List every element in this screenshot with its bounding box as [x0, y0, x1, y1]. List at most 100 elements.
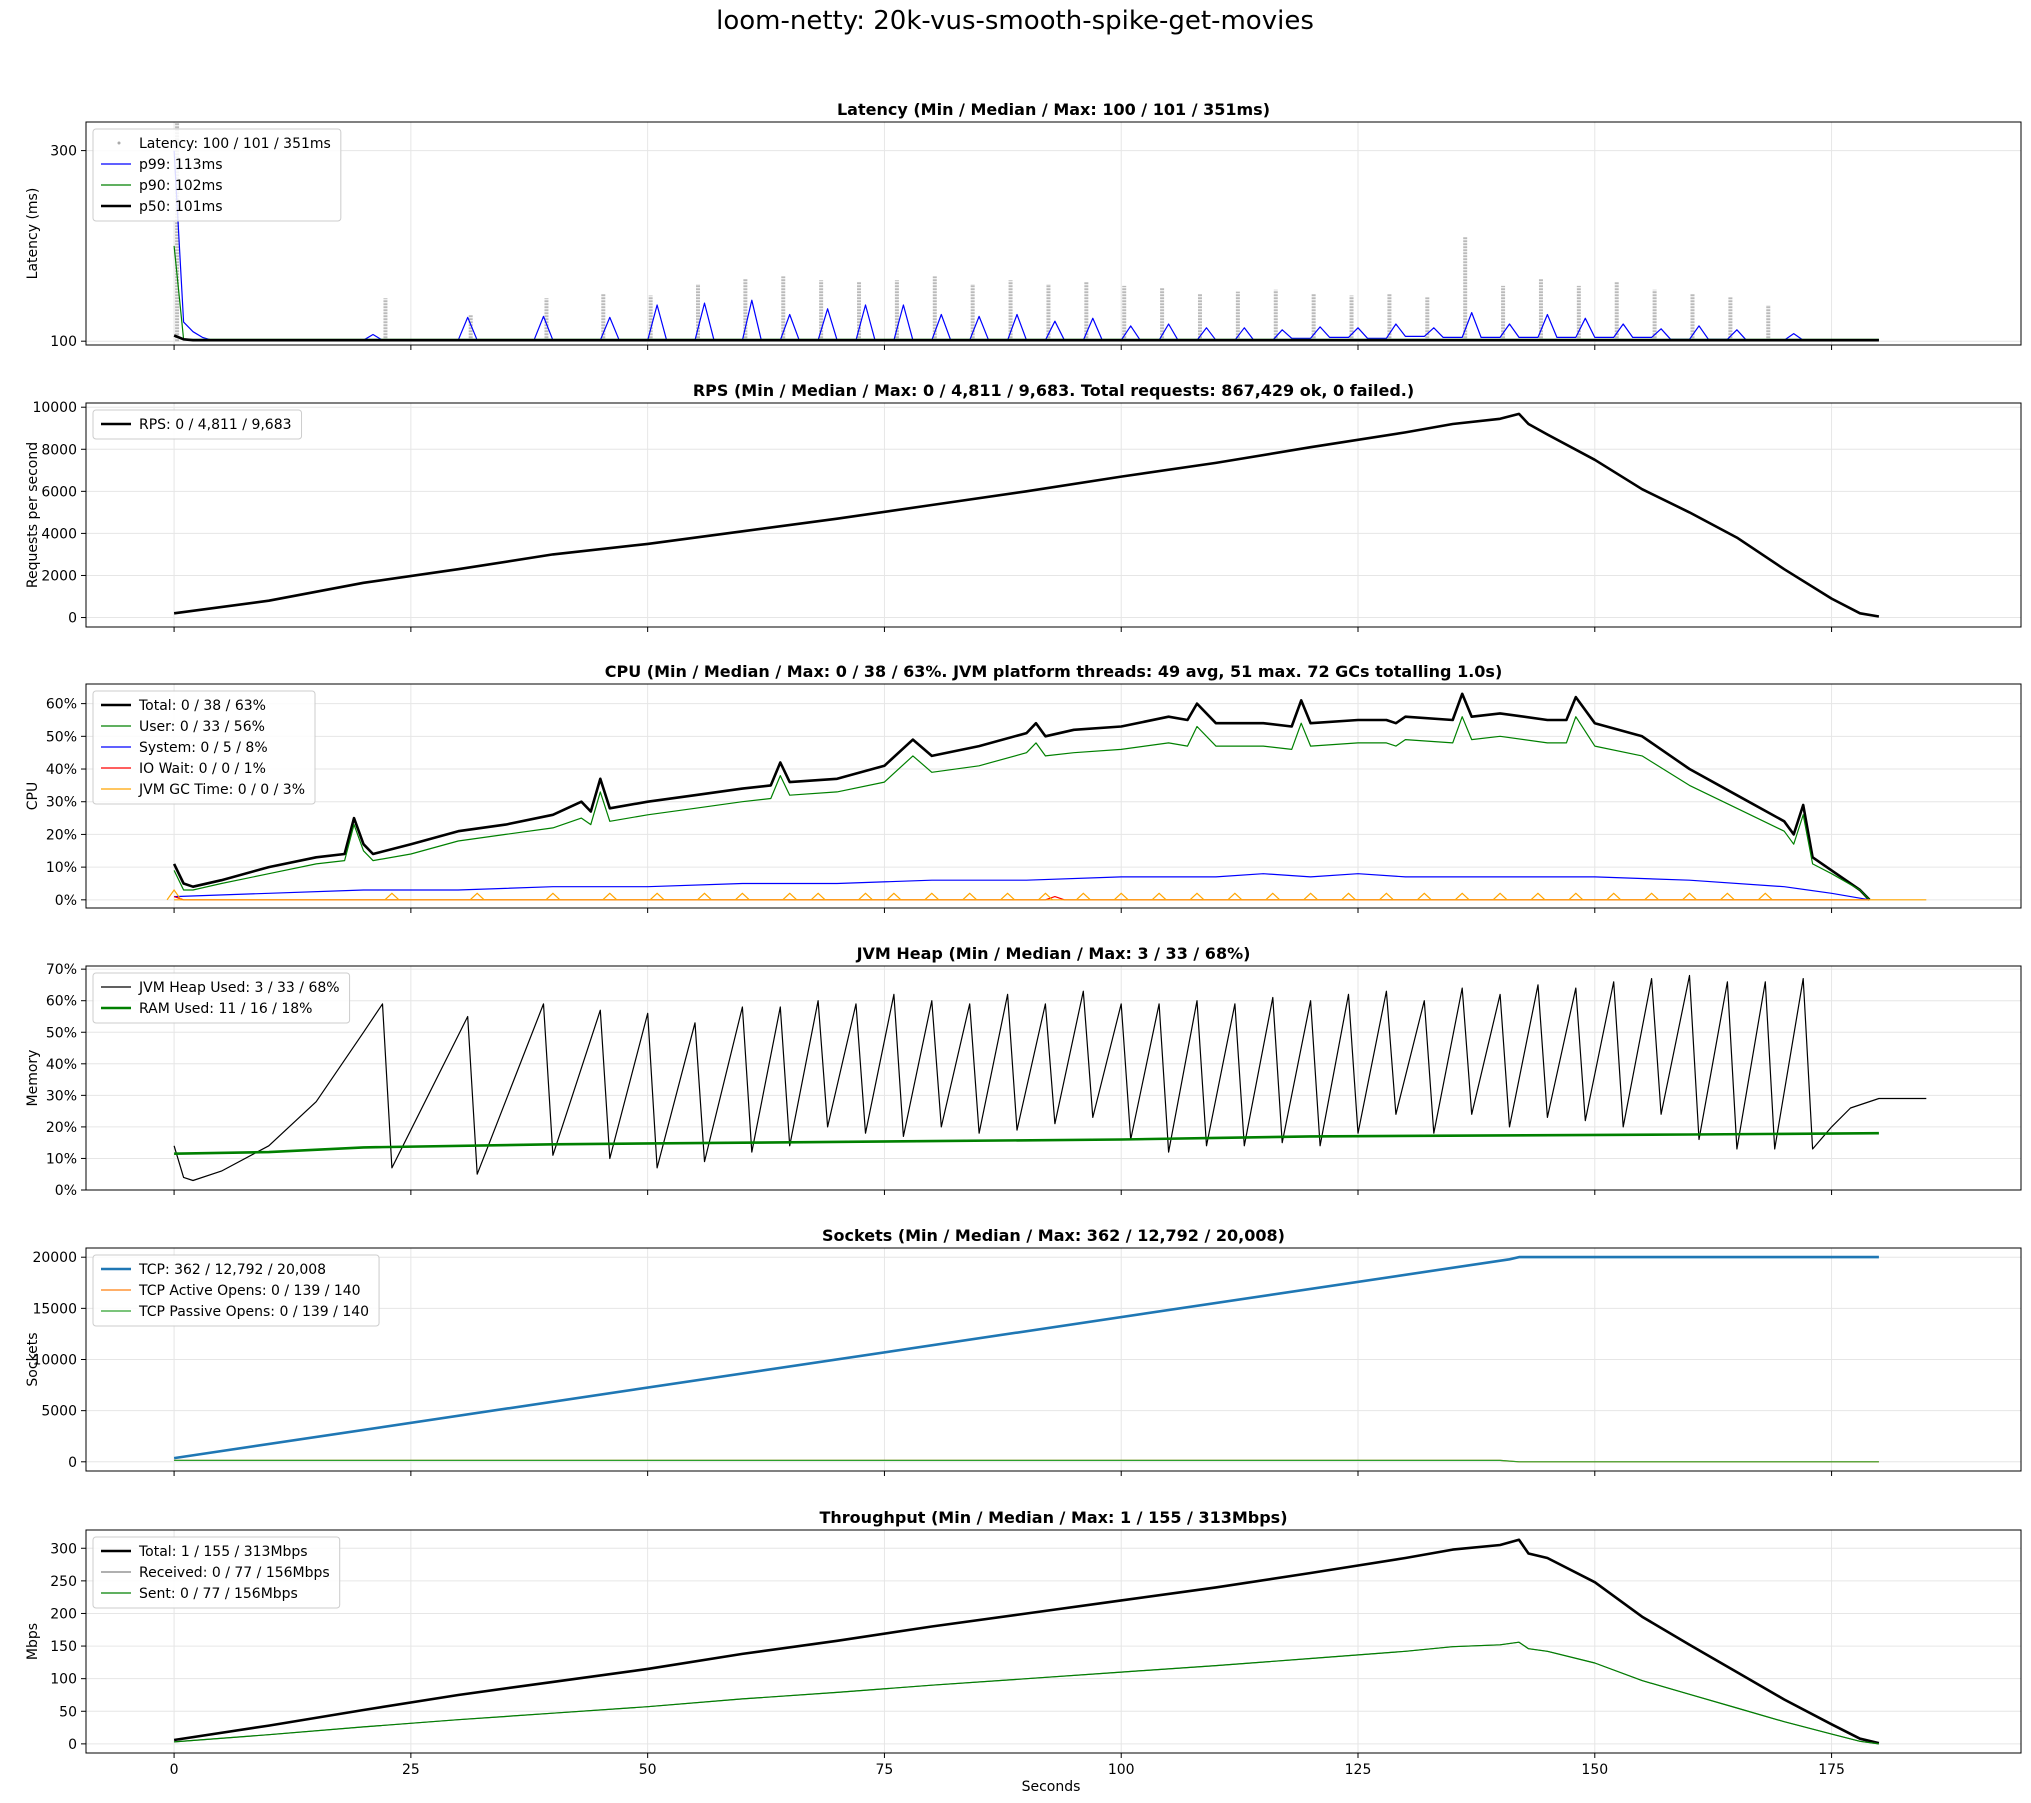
- panel-title-5: Throughput (Min / Median / Max: 1 / 155 …: [819, 1508, 1287, 1527]
- panel-title-1: RPS (Min / Median / Max: 0 / 4,811 / 9,6…: [693, 381, 1414, 400]
- legend-3: JVM Heap Used: 3 / 33 / 68% RAM Used: 11 …: [92, 972, 351, 1024]
- x-tick-label-1: 25: [402, 1762, 420, 1778]
- y-axis-label-2: CPU: [25, 782, 41, 810]
- series-line-5-0: [173, 1538, 1880, 1745]
- y-axis-label-4: Sockets: [25, 1332, 41, 1386]
- series-line-5-2: [174, 1641, 1879, 1745]
- y-tick-label-5: 250: [50, 1574, 77, 1590]
- gc-spike-11: [886, 892, 902, 901]
- panel-title-0: Latency (Min / Median / Max: 100 / 101 /…: [837, 100, 1270, 119]
- legend-label-3: p50: 101ms: [139, 199, 223, 215]
- legend-box-0: [92, 128, 342, 222]
- plot-frame-3: [85, 965, 2022, 1191]
- y-tick-label-5: 50%: [46, 729, 77, 745]
- gc-spike-32: [1682, 892, 1697, 901]
- series-line-2-2: [174, 873, 1870, 901]
- y-tick-label-3: 30%: [46, 1088, 77, 1104]
- x-tick-label-6: 150: [1581, 1762, 1608, 1778]
- legend-box-5: [92, 1536, 341, 1609]
- y-tick-label-4: 20000: [32, 1250, 77, 1266]
- legend-label-1: User: 0 / 33 / 56%: [139, 719, 265, 735]
- gc-spike-4: [602, 892, 618, 901]
- gc-spike-3: [545, 892, 561, 901]
- y-tick-label-1: 300: [50, 144, 77, 160]
- gc-spike-12: [924, 892, 940, 901]
- series-line-3-0: [173, 974, 1927, 1182]
- legend-label-4: JVM GC Time: 0 / 0 / 3%: [138, 782, 305, 798]
- gc-spike-26: [1454, 892, 1470, 901]
- gc-spike-29: [1568, 892, 1584, 901]
- gc-spike-34: [1757, 892, 1773, 901]
- gc-spike-8: [782, 892, 798, 901]
- series-line-2-0: [172, 692, 1871, 901]
- y-tick-label-6: 60%: [46, 697, 77, 713]
- y-tick-label-2: 20%: [46, 1120, 77, 1136]
- panel-title-2: CPU (Min / Median / Max: 0 / 38 / 63%. J…: [605, 662, 1503, 681]
- legend-label-0: Total: 0 / 38 / 63%: [138, 698, 266, 714]
- gc-spike-7: [734, 892, 750, 901]
- plot-area-4: [173, 1255, 1879, 1463]
- gc-spike-1: [384, 892, 400, 901]
- y-tick-label-1: 50: [59, 1704, 77, 1720]
- gc-spike-17: [1113, 892, 1129, 901]
- panel-title-3: JVM Heap (Min / Median / Max: 3 / 33 / 6…: [856, 944, 1251, 963]
- x-axis-label: Seconds: [1022, 1779, 1081, 1795]
- panel-0: 100 300 Latency (Min / Median / Max: 100 /…: [25, 100, 2022, 350]
- y-tick-label-1: 2000: [41, 568, 77, 584]
- y-tick-label-5: 10000: [32, 400, 77, 416]
- x-tick-label-7: 175: [1818, 1762, 1845, 1778]
- legend-label-1: Received: 0 / 77 / 156Mbps: [139, 1565, 330, 1581]
- x-tick-label-4: 100: [1108, 1762, 1135, 1778]
- y-tick-label-0: 0: [68, 1455, 77, 1471]
- legend-box-4: [92, 1254, 380, 1327]
- legend-label-1: p99: 113ms: [139, 157, 223, 173]
- y-tick-label-1: 10%: [46, 860, 77, 876]
- series-line-1-0: [173, 412, 1880, 618]
- legend-2: Total: 0 / 38 / 63% User: 0 / 33 / 56% Sys…: [92, 690, 316, 805]
- y-tick-label-1: 5000: [41, 1404, 77, 1420]
- plot-frame-5: [85, 1529, 2022, 1754]
- y-tick-label-2: 20%: [46, 827, 77, 843]
- x-tick-label-0: 0: [170, 1762, 179, 1778]
- y-tick-label-3: 150: [50, 1639, 77, 1655]
- x-tick-label-2: 50: [639, 1762, 657, 1778]
- panel-1: 0 2000 4000 6000 8000 10000 RPS (Min / Median …: [25, 381, 2022, 632]
- y-tick-label-3: 15000: [32, 1301, 77, 1317]
- gc-spike-20: [1227, 892, 1243, 901]
- y-tick-label-6: 300: [50, 1541, 77, 1557]
- y-tick-label-3: 30%: [46, 795, 77, 811]
- y-tick-label-0: 0: [68, 611, 77, 627]
- y-tick-label-0: 0%: [55, 1183, 77, 1199]
- figure-title: loom-netty: 20k-vus-smooth-spike-get-mov…: [716, 6, 1314, 36]
- y-tick-label-4: 8000: [41, 442, 77, 458]
- gc-spike-5: [649, 892, 665, 901]
- legend-label-2: p90: 102ms: [139, 178, 223, 194]
- legend-label-2: TCP Passive Opens: 0 / 139 / 140: [138, 1304, 369, 1320]
- y-tick-label-0: 100: [50, 334, 77, 350]
- plot-area-0: [173, 122, 1879, 342]
- panel-title-4: Sockets (Min / Median / Max: 362 / 12,79…: [822, 1226, 1285, 1245]
- y-tick-label-2: 4000: [41, 526, 77, 542]
- panel-2: 0% 10% 20% 30% 40% 50% 60% CPU (Min / Median / …: [25, 662, 2022, 913]
- gc-spike-24: [1379, 892, 1394, 901]
- y-tick-label-2: 100: [50, 1672, 77, 1688]
- x-tick-label-5: 125: [1345, 1762, 1372, 1778]
- gc-spike-18: [1151, 892, 1167, 901]
- y-tick-label-4: 40%: [46, 1057, 77, 1073]
- gc-spike-23: [1341, 892, 1356, 901]
- legend-label-2: Sent: 0 / 77 / 156Mbps: [139, 1586, 298, 1602]
- plot-area-3: [173, 974, 1927, 1182]
- gc-spike-13: [962, 892, 978, 901]
- gc-spike-27: [1492, 892, 1508, 901]
- legend-label-1: TCP Active Opens: 0 / 139 / 140: [138, 1283, 361, 1299]
- y-axis-label-5: Mbps: [25, 1623, 41, 1660]
- gc-spike-30: [1606, 892, 1622, 901]
- y-tick-label-4: 40%: [46, 762, 77, 778]
- y-tick-label-5: 50%: [46, 1025, 77, 1041]
- gc-spike-28: [1530, 892, 1546, 901]
- legend-box-3: [92, 972, 351, 1024]
- legend-box-2: [92, 690, 316, 805]
- y-tick-label-2: 10000: [32, 1353, 77, 1369]
- legend-label-2: System: 0 / 5 / 8%: [139, 740, 268, 756]
- gc-spike-21: [1265, 892, 1281, 901]
